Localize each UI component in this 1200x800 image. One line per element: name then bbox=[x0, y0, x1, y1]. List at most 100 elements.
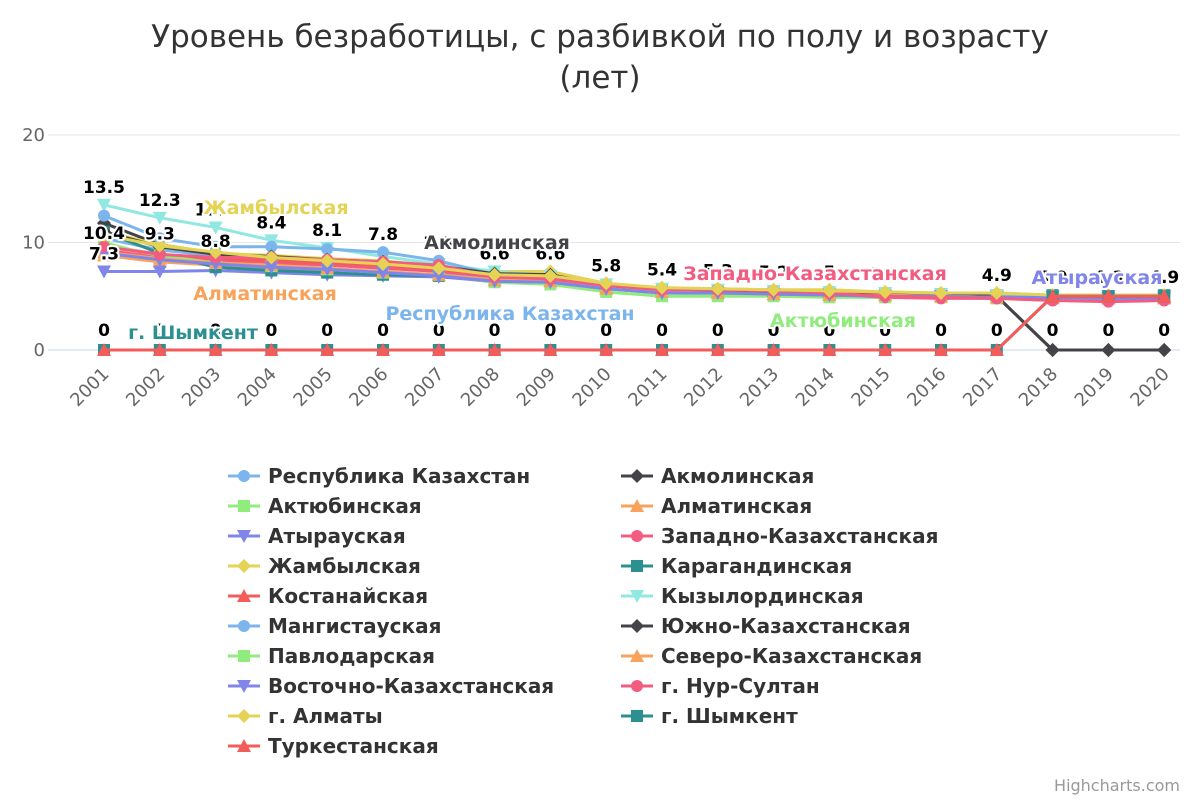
x-tick-label: 2008 bbox=[457, 364, 504, 411]
legend-symbol bbox=[237, 739, 251, 752]
data-label: 12.3 bbox=[139, 191, 181, 211]
chart-title-line-1: Уровень безработицы, с разбивкой по полу… bbox=[151, 19, 1049, 55]
data-point bbox=[98, 240, 110, 253]
x-tick-label: 2016 bbox=[903, 364, 950, 411]
legend-item[interactable]: г. Алматы bbox=[228, 704, 383, 728]
data-label: 5.3 bbox=[703, 262, 733, 282]
data-point bbox=[152, 211, 167, 225]
x-tick-label: 2018 bbox=[1015, 364, 1062, 411]
legend-symbol bbox=[237, 709, 251, 723]
chart-title-line-2: (лет) bbox=[559, 60, 640, 96]
legend-item[interactable]: Западно-Казахстанская bbox=[621, 524, 938, 548]
legend-item[interactable]: Республика Казахстан bbox=[228, 464, 530, 488]
legend-symbol bbox=[237, 559, 251, 573]
credits-link[interactable]: Highcharts.com bbox=[1054, 776, 1180, 795]
data-point bbox=[431, 343, 446, 356]
x-tick-label: 2010 bbox=[568, 364, 615, 411]
legend-symbol bbox=[238, 620, 250, 632]
data-point bbox=[1157, 289, 1172, 303]
series-label: Акмолинская bbox=[424, 232, 570, 254]
legend-label: Туркестанская bbox=[268, 734, 439, 758]
legend-symbol bbox=[238, 650, 250, 662]
data-point bbox=[710, 343, 725, 356]
legend: Республика Казахстан Акмолинская Актюбинск… bbox=[228, 464, 938, 758]
y-tick-label: 0 bbox=[34, 340, 45, 361]
legend-symbol bbox=[631, 710, 643, 722]
data-point bbox=[655, 343, 669, 356]
data-point bbox=[766, 282, 781, 297]
data-point bbox=[1045, 343, 1060, 357]
legend-item[interactable]: Южно-Казахстанская bbox=[621, 614, 911, 638]
data-point bbox=[1045, 289, 1060, 303]
data-point bbox=[264, 261, 279, 275]
data-point bbox=[152, 265, 167, 279]
legend-item[interactable]: Атырауская bbox=[228, 524, 406, 548]
y-axis: 0 10 20 bbox=[22, 125, 45, 361]
legend-item[interactable]: г. Нур-Султан bbox=[621, 674, 820, 698]
data-point bbox=[989, 343, 1004, 356]
zero-label: 0 bbox=[991, 321, 1003, 341]
data-point bbox=[655, 280, 669, 295]
legend-item[interactable]: Актюбинская bbox=[228, 494, 422, 518]
legend-item[interactable]: Жамбылская bbox=[228, 554, 421, 578]
zero-label: 0 bbox=[1047, 321, 1059, 341]
series-label: Республика Казахстан bbox=[385, 303, 634, 325]
legend-item[interactable]: Павлодарская bbox=[228, 644, 435, 668]
zero-label: 0 bbox=[600, 321, 612, 341]
x-tick-label: 2003 bbox=[178, 364, 225, 411]
data-label-extra: 10.4 bbox=[83, 224, 125, 244]
y-tick-label: 10 bbox=[22, 233, 45, 254]
legend-item[interactable]: Туркестанская bbox=[228, 734, 439, 758]
series-line bbox=[102, 233, 1166, 297]
data-point bbox=[710, 281, 725, 296]
x-tick-label: 2014 bbox=[792, 364, 839, 411]
legend-item[interactable]: Алматинская bbox=[621, 494, 812, 518]
data-point bbox=[98, 209, 110, 222]
legend-item[interactable]: Восточно-Казахстанская bbox=[228, 674, 554, 698]
x-tick-label: 2011 bbox=[624, 364, 671, 411]
data-point bbox=[878, 284, 893, 299]
data-point bbox=[264, 343, 279, 356]
y-tick-label: 20 bbox=[22, 125, 45, 146]
data-label: 4.9 bbox=[1149, 268, 1179, 288]
legend-label: Костанайская bbox=[268, 584, 428, 608]
legend-symbol bbox=[630, 649, 644, 662]
data-point bbox=[822, 283, 837, 298]
zero-label: 0 bbox=[433, 321, 445, 341]
data-label: 5.4 bbox=[647, 261, 677, 281]
data-label: 7.8 bbox=[368, 225, 398, 245]
legend-label: Карагандинская bbox=[661, 554, 852, 578]
x-tick-label: 2020 bbox=[1126, 364, 1173, 411]
data-label: 11.4 bbox=[195, 200, 237, 220]
legend-label: Павлодарская bbox=[268, 644, 435, 668]
legend-label: Восточно-Казахстанская bbox=[268, 674, 554, 698]
legend-item[interactable]: г. Шымкент bbox=[621, 704, 798, 728]
series-label: Алматинская bbox=[193, 283, 337, 305]
data-point bbox=[152, 343, 167, 356]
legend-label: Мангистауская bbox=[268, 614, 441, 638]
legend-label: Северо-Казахстанская bbox=[661, 644, 922, 668]
data-point bbox=[822, 343, 837, 356]
x-tick-label: 2001 bbox=[66, 364, 113, 411]
data-point bbox=[1101, 289, 1116, 303]
legend-label: Западно-Казахстанская bbox=[661, 524, 938, 548]
legend-label: Атырауская bbox=[268, 524, 406, 548]
data-point bbox=[320, 343, 335, 356]
legend-item[interactable]: Карагандинская bbox=[621, 554, 852, 578]
x-tick-label: 2005 bbox=[289, 364, 336, 411]
legend-label: Республика Казахстан bbox=[268, 464, 530, 488]
data-point bbox=[934, 286, 948, 301]
series-18 bbox=[97, 289, 1172, 356]
data-label-extra: 8.8 bbox=[201, 232, 231, 252]
legend-item[interactable]: Костанайская bbox=[228, 584, 428, 608]
zero-label: 0 bbox=[656, 321, 668, 341]
legend-item[interactable]: Северо-Казахстанская bbox=[621, 644, 922, 668]
data-point bbox=[153, 248, 166, 261]
legend-symbol bbox=[630, 590, 644, 603]
data-point bbox=[766, 343, 781, 356]
legend-item[interactable]: Мангистауская bbox=[228, 614, 441, 638]
data-label: 13.5 bbox=[83, 178, 125, 198]
legend-item[interactable]: Кызылординская bbox=[621, 584, 864, 608]
legend-item[interactable]: Акмолинская bbox=[621, 464, 814, 488]
legend-label: Кызылординская bbox=[661, 584, 864, 608]
